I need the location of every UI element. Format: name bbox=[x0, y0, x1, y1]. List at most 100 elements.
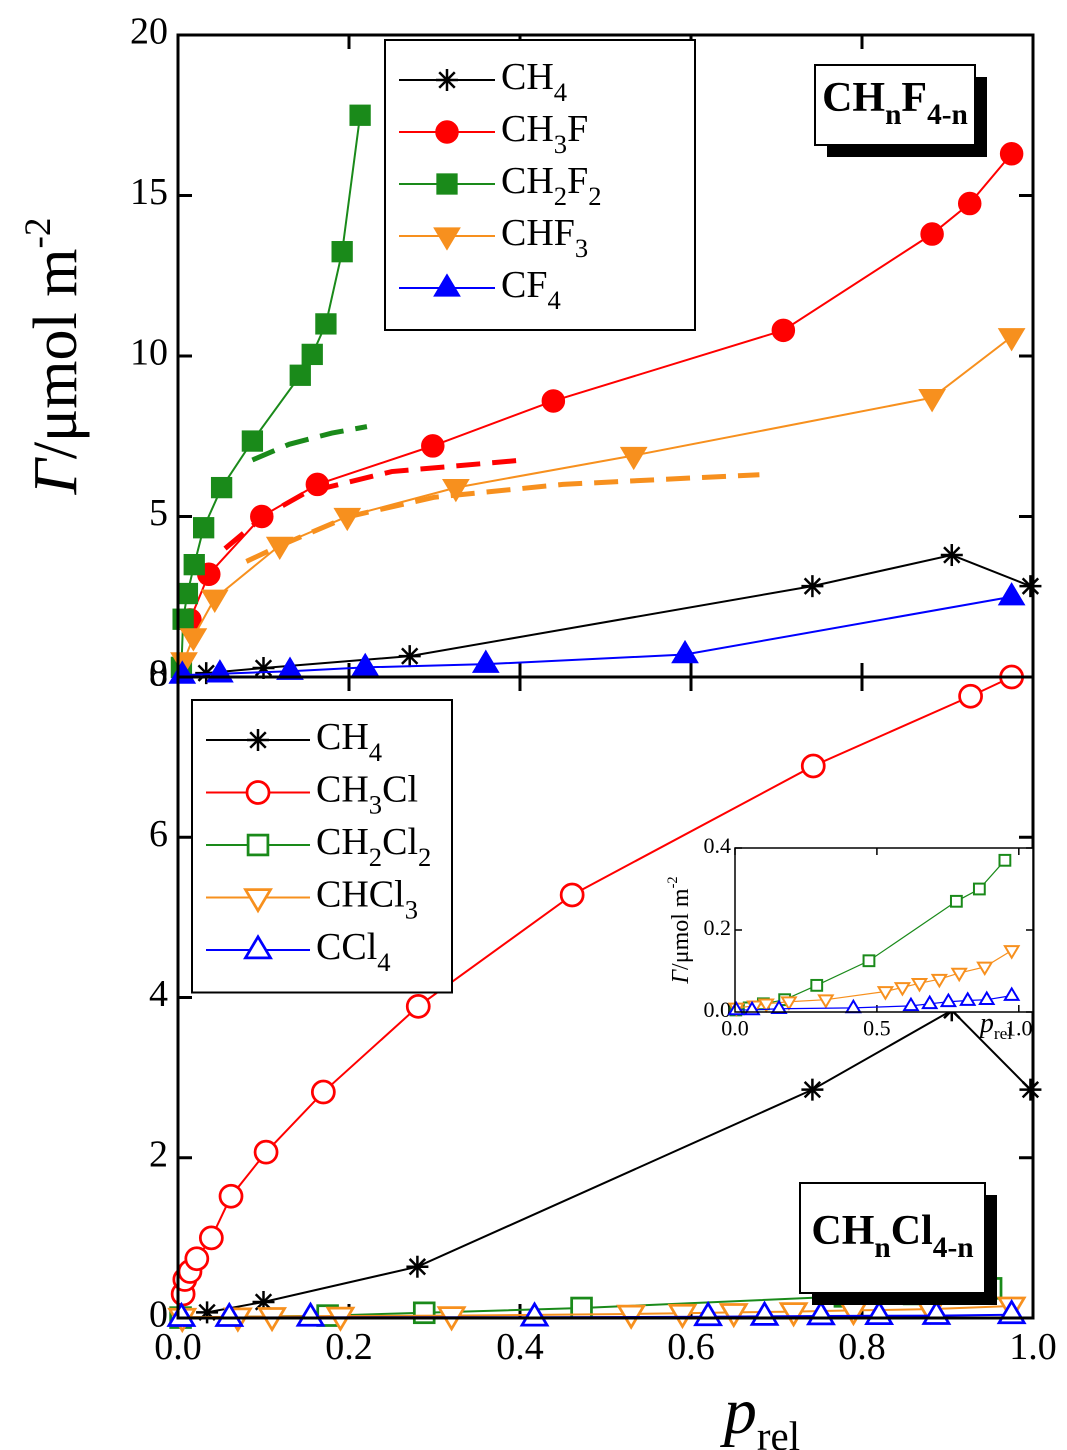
marker bbox=[817, 994, 835, 1009]
marker bbox=[976, 961, 994, 977]
marker bbox=[800, 753, 826, 779]
marker bbox=[801, 575, 824, 598]
marker bbox=[250, 504, 274, 529]
panel-label: CHnCl4-n bbox=[811, 1208, 973, 1264]
x-axis-label: prel bbox=[978, 1008, 1012, 1043]
y-axis-label: Γ/μmol m-2 bbox=[665, 876, 693, 984]
x-tick-label: 0.8 bbox=[838, 1326, 886, 1368]
series-line bbox=[182, 595, 1012, 677]
y-tick-label: 0.0 bbox=[704, 997, 732, 1022]
marker bbox=[421, 434, 445, 458]
marker bbox=[351, 652, 380, 677]
marker bbox=[864, 1299, 895, 1326]
x-tick-label: 0.0 bbox=[721, 1016, 749, 1041]
marker bbox=[184, 1246, 210, 1272]
marker bbox=[214, 1301, 245, 1327]
marker bbox=[998, 853, 1012, 867]
y-tick-label: 8 bbox=[149, 653, 168, 695]
marker bbox=[999, 142, 1024, 166]
marker bbox=[770, 999, 788, 1015]
marker bbox=[435, 120, 459, 144]
x-tick-label: 0.4 bbox=[496, 1326, 544, 1368]
marker bbox=[243, 888, 273, 914]
series-line bbox=[206, 553, 1031, 675]
marker bbox=[806, 1300, 836, 1326]
marker bbox=[921, 994, 939, 1010]
marker bbox=[757, 998, 775, 1013]
marker bbox=[939, 992, 958, 1008]
legend-label: CHCl3 bbox=[316, 873, 418, 924]
marker bbox=[958, 683, 983, 709]
marker bbox=[310, 1079, 336, 1105]
y-tick-label: 15 bbox=[130, 171, 168, 213]
marker bbox=[780, 996, 798, 1011]
marker bbox=[331, 241, 353, 263]
marker bbox=[810, 978, 824, 992]
marker bbox=[978, 990, 996, 1006]
marker bbox=[166, 1301, 197, 1327]
x-tick-label: 0.0 bbox=[154, 1326, 202, 1368]
marker bbox=[315, 313, 337, 335]
marker bbox=[247, 729, 269, 751]
y-axis-label: Γ/μmol m-2 bbox=[18, 218, 90, 496]
y-tick-label: 5 bbox=[149, 492, 168, 534]
legend-label: CCl4 bbox=[316, 926, 391, 977]
marker bbox=[671, 639, 699, 664]
marker bbox=[246, 833, 270, 857]
marker bbox=[172, 608, 194, 630]
inset-background bbox=[735, 848, 1033, 1012]
marker bbox=[405, 993, 431, 1019]
marker bbox=[910, 977, 929, 993]
legend-label: CH2F2 bbox=[501, 160, 602, 211]
x-axis-label: prel bbox=[720, 1375, 800, 1450]
marker bbox=[196, 1301, 219, 1324]
y-tick-label: 0.4 bbox=[704, 833, 732, 858]
series-line bbox=[736, 995, 1012, 1011]
x-tick-label: 1.0 bbox=[1005, 1016, 1033, 1041]
plot-frame bbox=[734, 847, 1034, 1013]
marker bbox=[183, 554, 205, 576]
x-tick-label: 0.5 bbox=[863, 1016, 891, 1041]
marker bbox=[243, 934, 273, 960]
marker bbox=[902, 996, 920, 1012]
marker bbox=[1019, 575, 1042, 598]
series-line bbox=[206, 1009, 1032, 1314]
marker bbox=[949, 894, 963, 908]
marker bbox=[959, 991, 977, 1006]
marker bbox=[471, 649, 500, 673]
marker bbox=[541, 389, 566, 413]
marker bbox=[997, 328, 1026, 352]
fit-line bbox=[251, 424, 368, 463]
marker bbox=[693, 1300, 724, 1327]
marker bbox=[436, 69, 458, 91]
marker bbox=[398, 645, 421, 668]
panel-label: CHnF4-n bbox=[822, 75, 968, 131]
marker bbox=[918, 389, 946, 413]
marker bbox=[667, 1303, 698, 1330]
marker bbox=[876, 986, 895, 1001]
y-tick-label: 4 bbox=[149, 973, 168, 1015]
legend-label: CHF3 bbox=[501, 212, 588, 263]
marker bbox=[210, 476, 233, 499]
marker bbox=[245, 780, 271, 805]
marker bbox=[289, 364, 311, 386]
marker bbox=[920, 222, 944, 246]
marker bbox=[519, 1301, 550, 1327]
marker bbox=[997, 582, 1026, 606]
marker bbox=[1003, 945, 1021, 960]
marker bbox=[253, 1139, 279, 1165]
y-tick-label: 10 bbox=[130, 332, 168, 374]
marker bbox=[412, 1301, 436, 1325]
y-tick-label: 20 bbox=[130, 11, 168, 53]
legend-label: CH4 bbox=[316, 716, 382, 767]
marker bbox=[433, 227, 461, 251]
y-tick-label: 0 bbox=[149, 653, 168, 695]
marker bbox=[930, 973, 948, 989]
label-box bbox=[799, 1182, 986, 1294]
marker bbox=[198, 1225, 224, 1251]
marker bbox=[301, 343, 323, 366]
marker bbox=[200, 589, 229, 614]
marker bbox=[1003, 986, 1021, 1001]
marker bbox=[179, 628, 208, 652]
marker bbox=[241, 430, 264, 452]
